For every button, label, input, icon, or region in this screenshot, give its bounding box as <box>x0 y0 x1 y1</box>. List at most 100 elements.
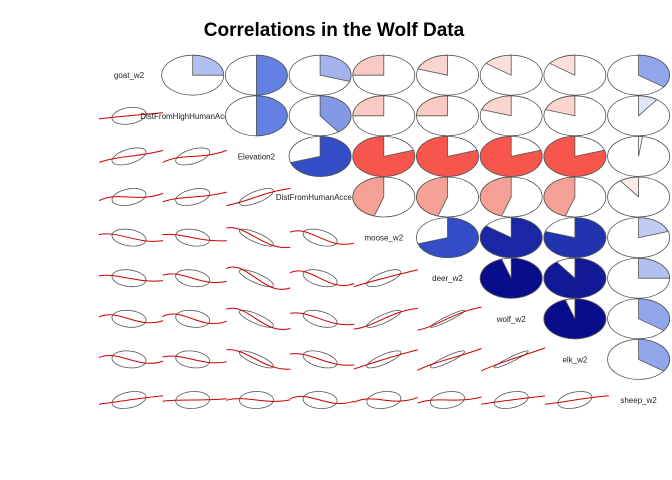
diagonal-label: deer_w2 <box>432 274 463 283</box>
correlation-ellipse <box>366 350 402 369</box>
ellipse-cell <box>98 188 164 206</box>
ellipse-cell <box>226 307 291 331</box>
pie-slice <box>485 54 512 76</box>
diagonal-label: sheep_w2 <box>620 396 657 405</box>
correlation-ellipse <box>430 350 465 369</box>
ellipse-cell <box>162 188 227 206</box>
ellipse-cell <box>98 350 164 369</box>
pie-cell <box>479 176 543 218</box>
correlation-ellipse <box>175 309 211 328</box>
correlation-ellipse <box>111 350 147 369</box>
fit-line <box>162 191 227 203</box>
chart-title: Correlations in the Wolf Data <box>204 20 465 41</box>
pie-cell <box>543 217 607 259</box>
correlation-ellipse <box>302 269 338 288</box>
pie-cell <box>224 54 288 96</box>
pie-slice <box>417 54 448 76</box>
correlation-ellipse <box>175 391 211 409</box>
pie-cell <box>543 95 607 137</box>
correlation-ellipse <box>238 391 274 409</box>
ellipse-cell <box>162 228 227 247</box>
correlation-ellipse <box>175 147 211 166</box>
pie-cell <box>543 54 607 96</box>
correlation-ellipse <box>238 269 274 288</box>
fit-line <box>290 312 355 326</box>
pie-cell <box>288 95 352 137</box>
fit-line <box>289 230 355 245</box>
ellipse-cell <box>162 147 227 166</box>
pie-slice <box>319 54 352 82</box>
pie-cell <box>352 54 416 96</box>
correlation-ellipse <box>302 228 338 247</box>
pie-cell <box>607 217 670 259</box>
correlation-ellipse <box>175 269 211 288</box>
fit-line <box>417 348 482 371</box>
ellipse-cell <box>226 227 291 248</box>
pie-cell <box>416 217 479 259</box>
pie-cell <box>161 54 225 96</box>
pie-slice <box>479 135 543 177</box>
ellipse-cell <box>162 391 227 409</box>
ellipse-cell <box>162 269 227 288</box>
ellipse-cell <box>417 348 482 371</box>
correlation-ellipse <box>302 309 338 328</box>
ellipse-cell <box>290 309 355 328</box>
diagonal-label: DistFromHighHumanAccess2 <box>140 112 245 121</box>
pie-cell <box>479 257 543 299</box>
correlation-ellipse <box>493 391 529 409</box>
pie-cell <box>416 176 479 218</box>
ellipse-cell <box>98 228 164 247</box>
fit-line <box>289 395 355 405</box>
pie-slice <box>479 257 543 299</box>
pie-slice <box>416 135 479 177</box>
fit-line <box>226 398 291 402</box>
fit-line <box>353 397 418 403</box>
fit-line <box>98 274 164 282</box>
ellipse-cell <box>226 391 291 409</box>
correlation-ellipse <box>493 350 529 369</box>
pie-slice <box>543 217 607 258</box>
fit-line <box>417 306 482 331</box>
correlation-ellipse <box>238 188 274 206</box>
ellipse-cell <box>289 228 355 247</box>
pie-slice <box>352 176 385 217</box>
diagonal-label: goat_w2 <box>114 71 145 80</box>
diagonal-label: moose_w2 <box>364 234 403 243</box>
pie-slice <box>255 54 288 96</box>
fit-line <box>544 395 609 405</box>
ellipse-cell <box>353 349 418 370</box>
fit-line <box>98 314 164 324</box>
ellipse-cell <box>544 391 609 409</box>
pie-cell <box>479 54 543 96</box>
correlation-ellipse <box>111 269 147 288</box>
pie-slice <box>352 95 385 117</box>
pie-slice <box>416 95 448 117</box>
fit-line <box>162 355 227 364</box>
correlation-ellipse <box>302 350 338 369</box>
pie-slice <box>352 135 416 177</box>
correlation-ellipse <box>111 188 147 206</box>
pie-cell <box>607 176 670 218</box>
fit-line <box>481 395 546 405</box>
pie-slice <box>543 298 607 340</box>
pie-slice <box>543 176 576 217</box>
pie-cell <box>288 54 352 96</box>
pie-cell <box>543 176 607 218</box>
fit-line <box>226 227 291 248</box>
correlation-ellipse <box>175 350 211 369</box>
fit-line <box>353 349 418 370</box>
pie-slice <box>638 217 669 239</box>
pie-cell <box>416 95 479 137</box>
correlation-ellipse <box>111 309 147 328</box>
fit-line <box>98 395 164 405</box>
correlation-ellipse <box>175 228 211 247</box>
ellipse-cell <box>98 309 164 328</box>
fit-line <box>417 396 482 404</box>
pie-cell <box>479 217 543 259</box>
ellipse-cell <box>98 391 164 409</box>
pie-slice <box>417 217 479 258</box>
pie-cell <box>416 135 479 177</box>
fit-line <box>226 188 291 206</box>
pie-slice <box>549 54 576 76</box>
